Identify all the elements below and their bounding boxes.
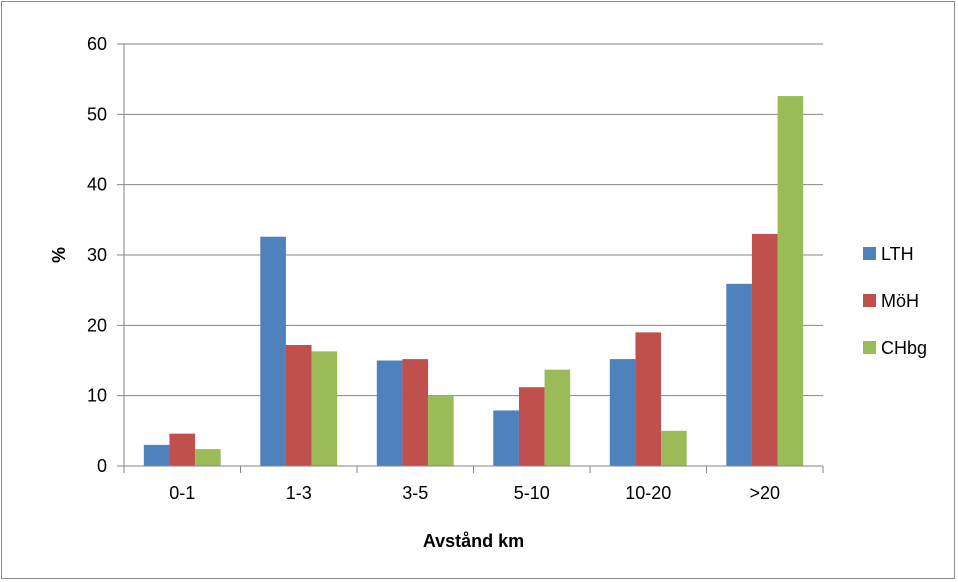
x-tick-label: >20 (749, 483, 780, 503)
legend-label-möh: MöH (881, 291, 919, 311)
legend-label-lth: LTH (881, 244, 914, 264)
y-tick-label: 20 (87, 315, 107, 335)
y-tick-label: 60 (87, 34, 107, 54)
x-tick-label: 10-20 (625, 483, 671, 503)
bar-chbg-5-10 (544, 369, 571, 466)
legend-label-chbg: CHbg (881, 338, 927, 358)
y-tick-label: 0 (97, 456, 107, 476)
bars (143, 96, 804, 467)
axes (123, 44, 824, 473)
bar-lth-0-1 (143, 444, 170, 466)
x-axis-title: Avstånd km (423, 531, 524, 551)
bar-möh-10-20 (635, 332, 662, 466)
y-tick-labels: 0 10 20 30 40 50 60 (87, 34, 107, 476)
bar-chbg-10-20 (661, 430, 687, 466)
x-tick-label: 3-5 (402, 483, 428, 503)
bar-möh->20 (751, 233, 778, 466)
bar-lth-10-20 (609, 359, 636, 466)
x-tick-label: 1-3 (286, 483, 312, 503)
bar-chbg->20 (777, 96, 804, 467)
gridlines (117, 43, 823, 467)
bar-lth-3-5 (376, 360, 403, 466)
bar-lth-5-10 (493, 410, 519, 466)
x-tick-labels: 0-1 1-3 3-5 5-10 10-20 >20 (169, 483, 780, 503)
bar-möh-0-1 (169, 433, 196, 466)
legend-swatch-chbg (863, 341, 876, 354)
bar-chbg-3-5 (428, 395, 454, 466)
legend-swatch-lth (863, 247, 876, 260)
bar-chbg-1-3 (311, 351, 338, 466)
bar-chbg-0-1 (195, 449, 221, 466)
y-axis-title: % (49, 247, 69, 263)
legend-swatch-möh (863, 294, 876, 307)
legend: LTH MöH CHbg (863, 244, 927, 358)
bar-möh-5-10 (518, 387, 545, 466)
bar-möh-1-3 (285, 345, 312, 466)
y-tick-label: 40 (87, 175, 107, 195)
y-tick-label: 30 (87, 245, 107, 265)
bar-lth->20 (726, 283, 752, 466)
bar-möh-3-5 (402, 359, 429, 466)
y-tick-label: 10 (87, 386, 107, 406)
x-tick-label: 5-10 (514, 483, 550, 503)
y-tick-label: 50 (87, 104, 107, 124)
bar-lth-1-3 (260, 236, 286, 466)
x-tick-label: 0-1 (169, 483, 195, 503)
